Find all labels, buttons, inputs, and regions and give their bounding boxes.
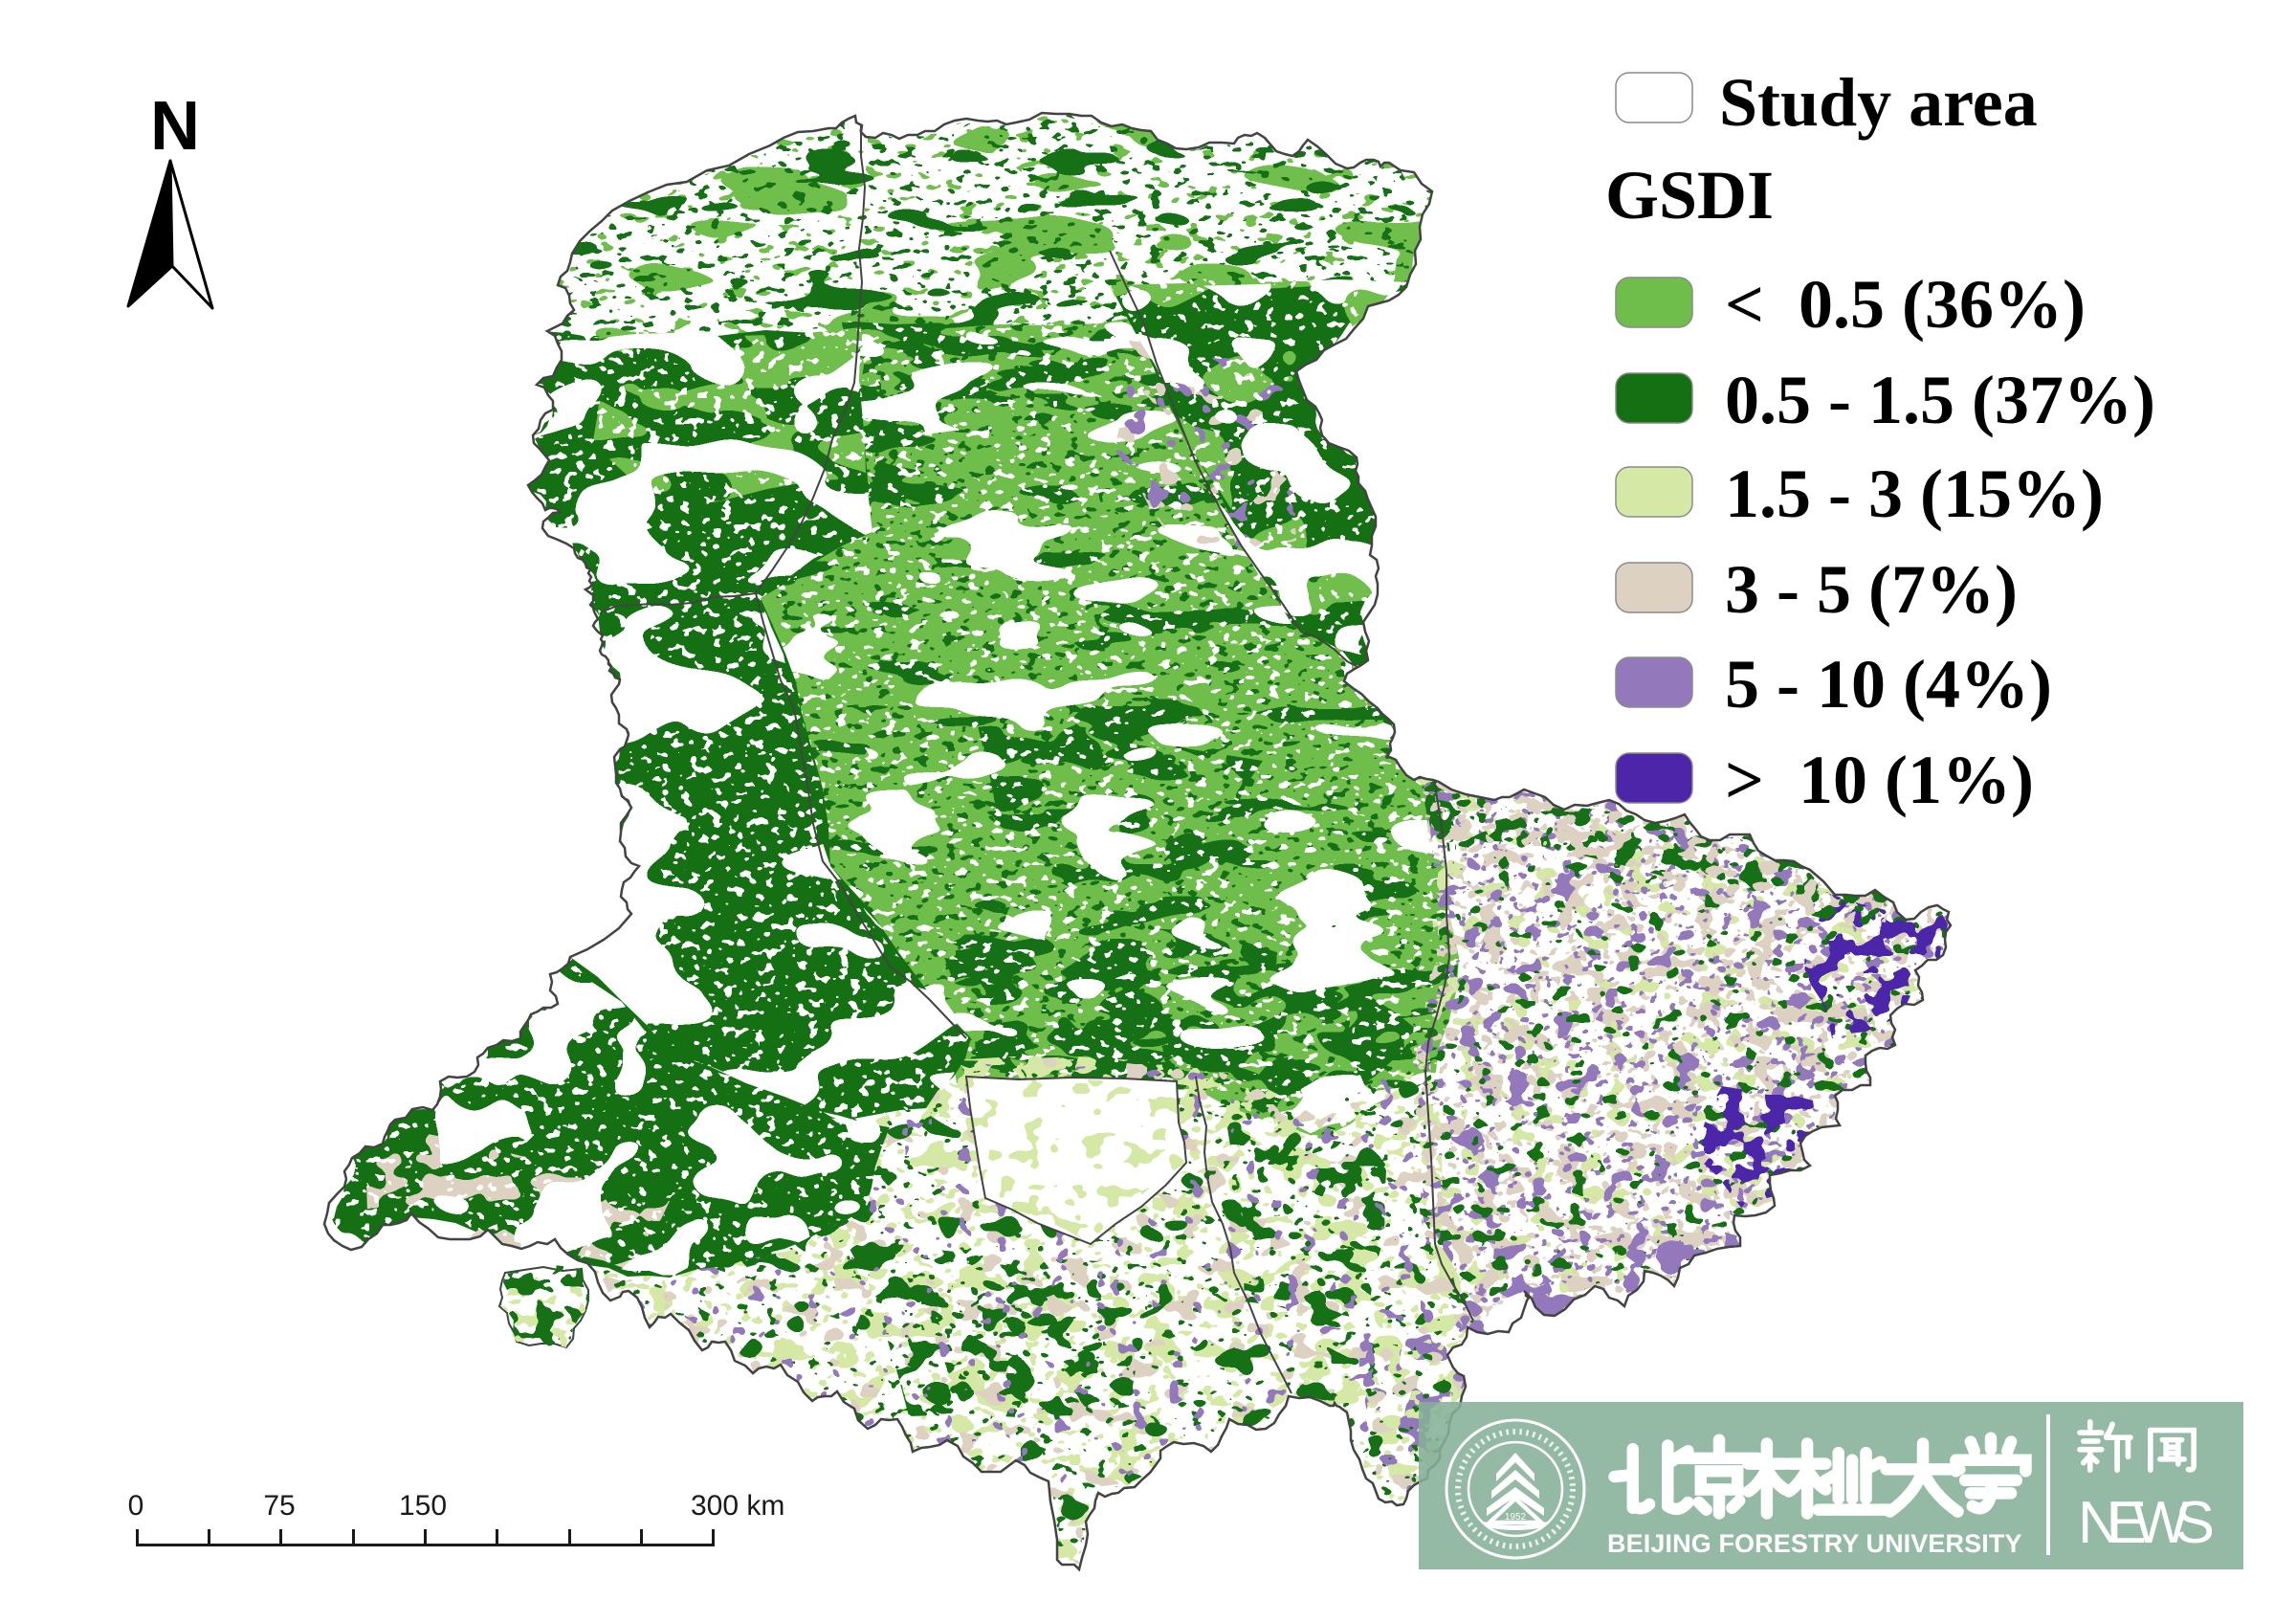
svg-text:3 - 5 (7%): 3 - 5 (7%): [1725, 551, 2018, 628]
svg-text:BEIJING FORESTRY UNIVERSITY: BEIJING FORESTRY UNIVERSITY: [1607, 1529, 2024, 1558]
svg-text:150: 150: [399, 1490, 447, 1522]
svg-text:300 km: 300 km: [691, 1490, 784, 1522]
svg-text:< 0.5 (36%): < 0.5 (36%): [1725, 266, 2086, 343]
svg-text:GSDI: GSDI: [1605, 157, 1774, 233]
svg-text:Study area: Study area: [1719, 64, 2038, 141]
svg-text:1.5 - 3 (15%): 1.5 - 3 (15%): [1725, 456, 2104, 532]
svg-text:> 10 (1%): > 10 (1%): [1725, 742, 2034, 818]
svg-text:N: N: [150, 88, 200, 165]
svg-text:NEWS: NEWS: [2078, 1490, 2215, 1556]
svg-text:1952: 1952: [1505, 1512, 1527, 1523]
svg-text:5 - 10 (4%): 5 - 10 (4%): [1725, 646, 2052, 723]
svg-text:75: 75: [263, 1490, 295, 1522]
svg-text:0.5 - 1.5 (37%): 0.5 - 1.5 (37%): [1725, 362, 2155, 438]
svg-text:0: 0: [128, 1490, 144, 1522]
